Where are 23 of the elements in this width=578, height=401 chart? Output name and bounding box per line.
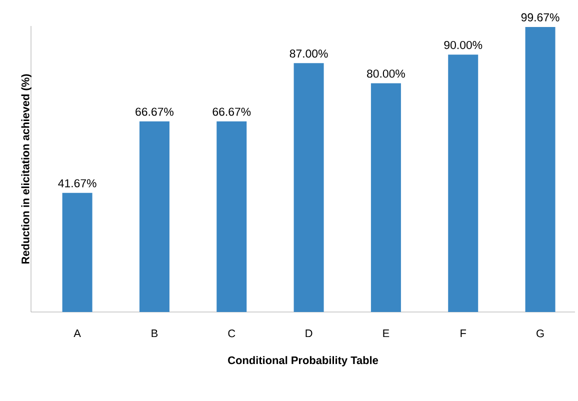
bar bbox=[216, 121, 247, 312]
x-tick-label: G bbox=[536, 330, 544, 338]
data-label: 41.67% bbox=[58, 179, 96, 188]
x-axis-title: Conditional Probability Table bbox=[228, 356, 378, 366]
data-label: 80.00% bbox=[367, 70, 405, 78]
data-label: 87.00% bbox=[290, 50, 328, 58]
bar bbox=[525, 26, 556, 312]
data-label: 99.67% bbox=[521, 13, 560, 22]
bar bbox=[448, 54, 478, 312]
bar bbox=[139, 121, 170, 312]
bar bbox=[370, 83, 401, 312]
bar bbox=[62, 192, 92, 312]
data-label: 90.00% bbox=[444, 40, 482, 50]
data-label: 66.67% bbox=[212, 108, 251, 116]
data-label: 66.67% bbox=[136, 108, 174, 116]
x-tick-label: E bbox=[383, 330, 390, 338]
x-tick-label: A bbox=[74, 330, 81, 338]
x-tick-label: B bbox=[152, 330, 158, 338]
bar bbox=[294, 63, 324, 312]
x-tick-label: C bbox=[228, 330, 236, 338]
x-tick-label: F bbox=[460, 330, 466, 338]
y-axis-title: Reduction in elicitation achieved (%) bbox=[21, 74, 32, 264]
x-tick-label: D bbox=[306, 330, 312, 338]
